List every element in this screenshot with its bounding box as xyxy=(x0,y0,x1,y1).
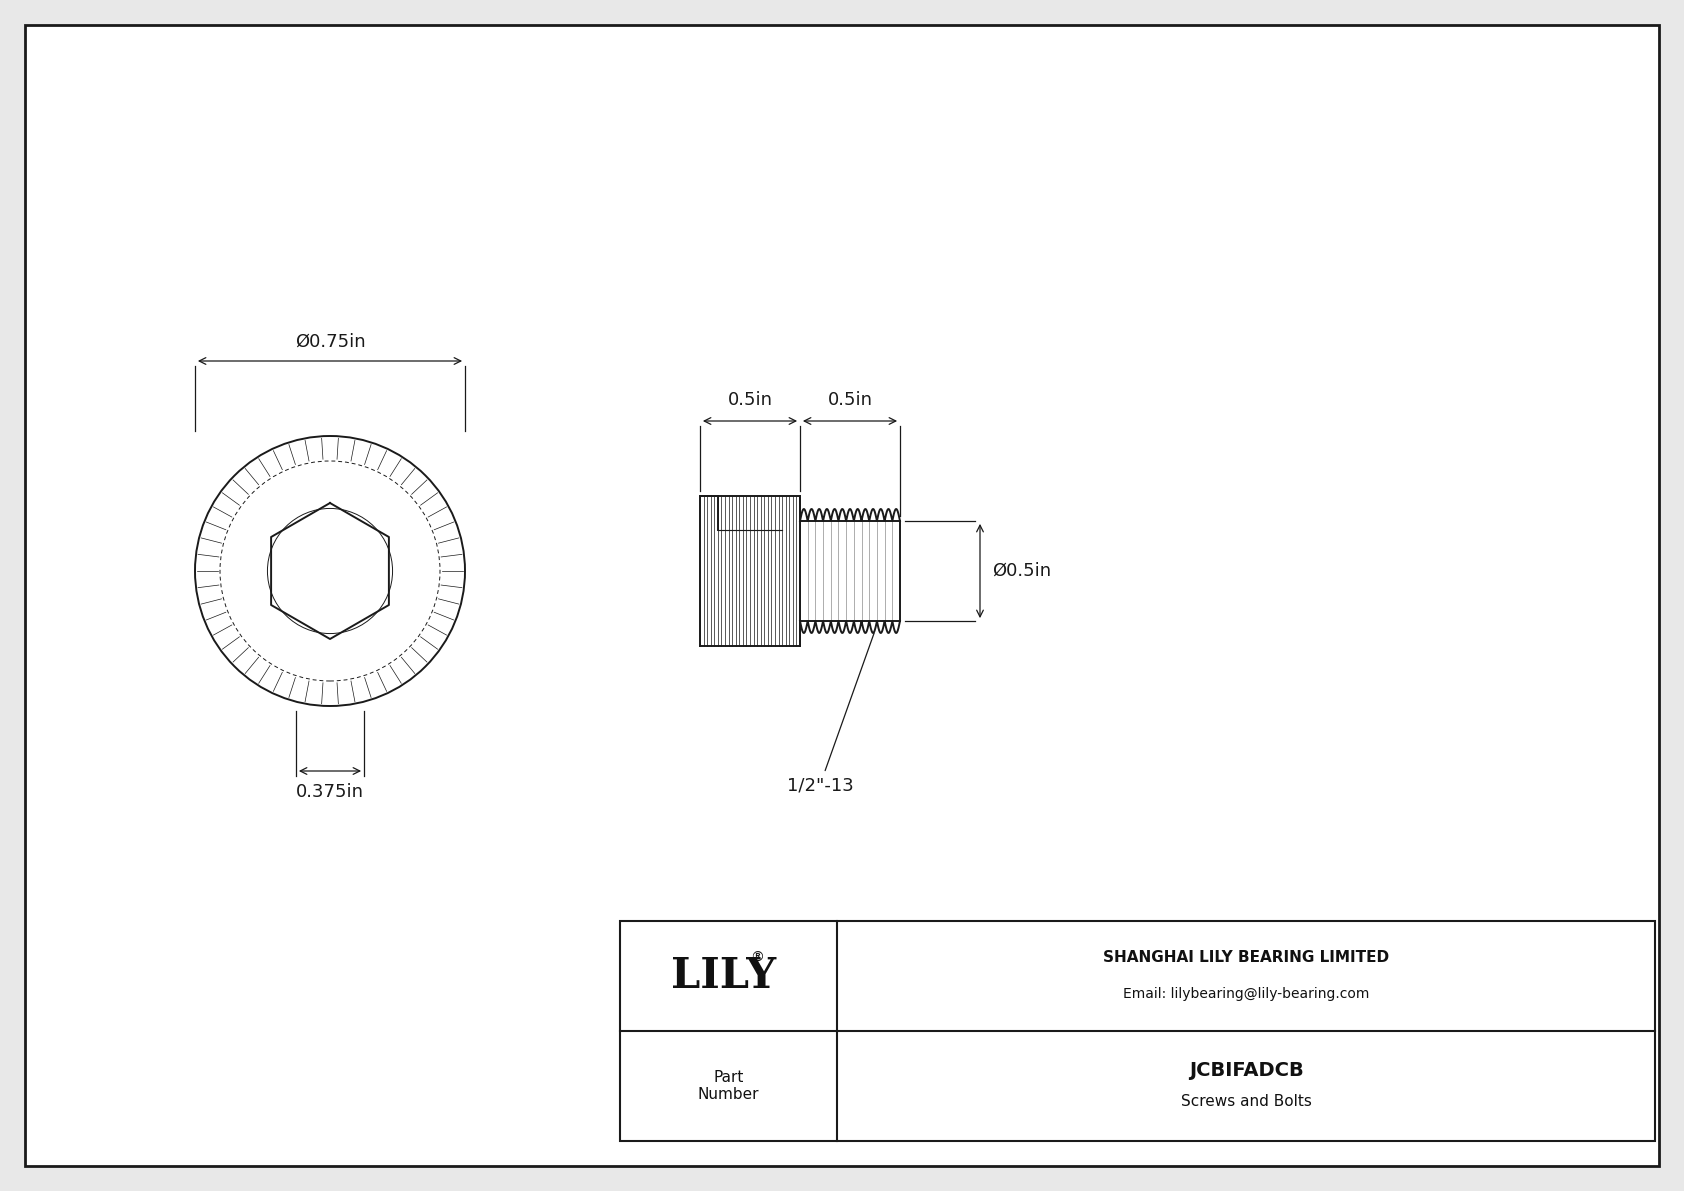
Polygon shape xyxy=(985,927,1005,939)
Text: 0.5in: 0.5in xyxy=(827,391,872,409)
Text: 0.5in: 0.5in xyxy=(727,391,773,409)
Text: 1/2"-13: 1/2"-13 xyxy=(786,634,874,794)
Text: Screws and Bolts: Screws and Bolts xyxy=(1180,1095,1312,1110)
Text: SHANGHAI LILY BEARING LIMITED: SHANGHAI LILY BEARING LIMITED xyxy=(1103,950,1389,966)
Bar xyxy=(1026,950,1084,1011)
Text: Ø0.5in: Ø0.5in xyxy=(992,562,1051,580)
Text: JCBIFADCB: JCBIFADCB xyxy=(1189,1060,1303,1079)
Text: LILY: LILY xyxy=(672,955,776,997)
Text: Ø0.75in: Ø0.75in xyxy=(295,333,365,351)
Text: 0.375in: 0.375in xyxy=(296,782,364,802)
Text: ®: ® xyxy=(749,950,763,965)
Text: Part
Number: Part Number xyxy=(697,1070,759,1102)
Text: Email: lilybearing@lily-bearing.com: Email: lilybearing@lily-bearing.com xyxy=(1123,987,1369,1000)
Bar xyxy=(620,921,1655,1141)
Bar xyxy=(965,931,1026,1031)
